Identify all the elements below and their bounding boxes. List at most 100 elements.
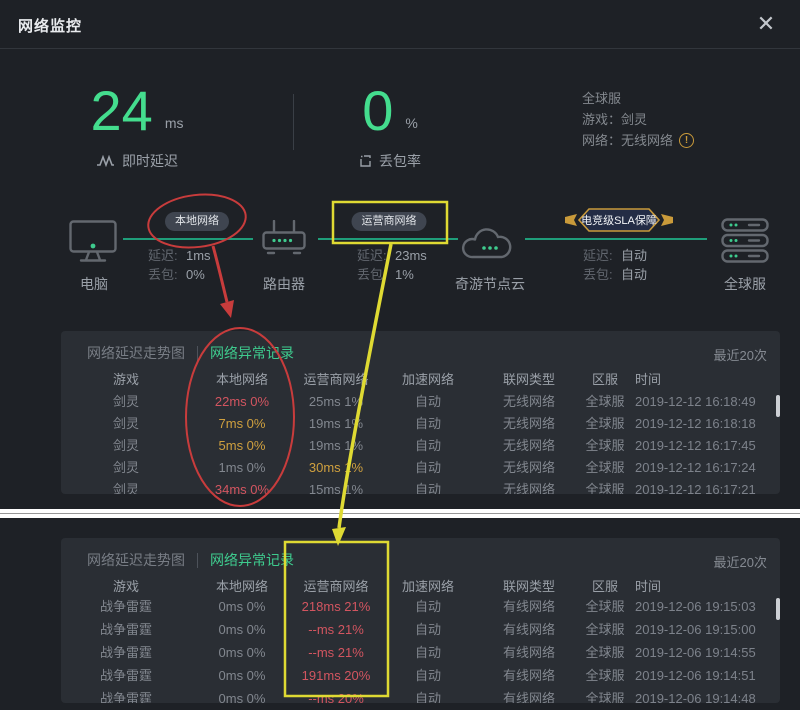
latency-unit: ms (164, 115, 184, 131)
server-icon (721, 218, 769, 263)
cell-net: 无线网络 (502, 416, 555, 431)
cell-game: 战争雷霆 (99, 668, 152, 683)
local-network-tag: 本地网络 (165, 212, 229, 231)
cell-net: 有线网络 (502, 691, 555, 703)
col-connection-type: 联网类型 (502, 372, 555, 387)
loss-unit: % (405, 115, 418, 131)
cell-region: 全球服 (585, 622, 625, 637)
scrollbar-thumb[interactable] (776, 395, 780, 417)
cell-local: 0ms 0% (218, 645, 266, 660)
cell-isp: 19ms 1% (308, 416, 364, 431)
col-time: 时间 (635, 372, 662, 387)
tab-latency-trend[interactable]: 网络延迟走势图 (87, 345, 185, 361)
latency-label: 延迟: (583, 248, 613, 263)
screenshot-stitch-divider (0, 509, 800, 518)
loss-value: 0% (186, 267, 205, 282)
table-row: 战争雷霆 0ms 0% 191ms 20% 自动 有线网络 全球服 2019-1… (61, 664, 780, 687)
tab-separator (197, 552, 198, 568)
loss-value: 自动 (621, 267, 648, 282)
session-info: 全球服 游戏：剑灵 网络：无线网络 ! (582, 88, 695, 151)
cell-local: 7ms 0% (218, 416, 266, 431)
table-row: 剑灵 34ms 0% 15ms 1% 自动 无线网络 全球服 2019-12-1… (61, 479, 780, 494)
table-row: 剑灵 1ms 0% 30ms 1% 自动 无线网络 全球服 2019-12-12… (61, 457, 780, 479)
cell-region: 全球服 (585, 460, 625, 475)
scrollbar-thumb[interactable] (776, 598, 780, 620)
cell-accel: 自动 (414, 438, 441, 453)
loss-value: 1% (395, 267, 414, 282)
session-region: 全球服 (582, 91, 622, 106)
cell-game: 剑灵 (112, 438, 139, 453)
latency-label: 延迟: (148, 248, 178, 263)
cell-net: 无线网络 (502, 438, 555, 453)
link-line-sla (525, 238, 707, 240)
table-body: 剑灵 22ms 0% 25ms 1% 自动 无线网络 全球服 2019-12-1… (61, 391, 780, 494)
local-link-stats: 延迟: 1ms 丢包: 0% (148, 246, 211, 284)
close-icon[interactable]: ✕ (756, 11, 776, 36)
session-game: 游戏：剑灵 (582, 112, 648, 127)
isp-network-tag: 运营商网络 (351, 212, 427, 231)
warning-icon: ! (679, 133, 695, 148)
cell-accel: 自动 (414, 599, 441, 614)
cloud-icon (461, 228, 512, 259)
cell-local: 1ms 0% (218, 460, 266, 475)
table-body: 战争雷霆 0ms 0% 218ms 21% 自动 有线网络 全球服 2019-1… (61, 595, 780, 703)
col-accel-network: 加速网络 (401, 372, 454, 387)
cell-accel: 自动 (414, 482, 441, 494)
cell-game: 剑灵 (112, 482, 139, 494)
waveform-icon (97, 155, 114, 167)
tab-anomaly-records[interactable]: 网络异常记录 (210, 345, 294, 361)
cell-time: 2019-12-06 19:14:55 (635, 645, 756, 660)
sla-badge: 电竞级SLA保障 (565, 208, 673, 232)
cell-local: 0ms 0% (218, 622, 266, 637)
tab-latency-trend[interactable]: 网络延迟走势图 (87, 552, 185, 568)
col-local-network: 本地网络 (215, 372, 268, 387)
tab-anomaly-records[interactable]: 网络异常记录 (210, 552, 294, 568)
metric-separator (293, 94, 294, 150)
col-game: 游戏 (112, 372, 139, 387)
cell-time: 2019-12-06 19:15:03 (635, 599, 756, 614)
col-isp-network: 运营商网络 (303, 372, 369, 387)
link-line-isp (318, 238, 458, 240)
cell-accel: 自动 (414, 460, 441, 475)
cell-isp: 15ms 1% (308, 482, 364, 494)
col-region: 区服 (591, 579, 618, 594)
recent-count-label: 最近20次 (713, 555, 767, 570)
table-row: 剑灵 7ms 0% 19ms 1% 自动 无线网络 全球服 2019-12-12… (61, 413, 780, 435)
cell-accel: 自动 (414, 622, 441, 637)
cell-net: 有线网络 (502, 599, 555, 614)
table-header: 游戏 本地网络 运营商网络 加速网络 联网类型 区服 时间 (61, 369, 780, 388)
col-region: 区服 (591, 372, 618, 387)
isp-link-stats: 延迟: 23ms 丢包: 1% (357, 246, 427, 284)
latency-value: 1ms (186, 248, 211, 263)
col-time: 时间 (635, 579, 662, 594)
latency-label: 延迟: (357, 248, 387, 263)
records-panel-2: 网络延迟走势图 网络异常记录 最近20次 游戏 本地网络 运营商网络 加速网络 … (61, 538, 780, 703)
cell-time: 2019-12-12 16:18:18 (635, 416, 756, 431)
cell-net: 有线网络 (502, 622, 555, 637)
window-title: 网络监控 (18, 18, 83, 35)
cell-isp: 30ms 1% (308, 460, 364, 475)
session-network: 网络：无线网络 (582, 133, 674, 148)
col-local-network: 本地网络 (215, 579, 268, 594)
cell-game: 战争雷霆 (99, 622, 152, 637)
cell-game: 战争雷霆 (99, 599, 152, 614)
cell-local: 0ms 0% (218, 691, 266, 703)
cell-time: 2019-12-12 16:18:49 (635, 394, 756, 409)
loss-label: 丢包: (148, 267, 178, 282)
col-accel-network: 加速网络 (401, 579, 454, 594)
node-label-cloud: 奇游节点云 (455, 276, 525, 292)
node-label-router: 路由器 (263, 276, 305, 292)
cell-region: 全球服 (585, 394, 625, 409)
cell-game: 战争雷霆 (99, 645, 152, 660)
table-row: 剑灵 22ms 0% 25ms 1% 自动 无线网络 全球服 2019-12-1… (61, 391, 780, 413)
cell-region: 全球服 (585, 645, 625, 660)
latency-metric: 24 ms 即时延迟 (62, 83, 212, 171)
cell-isp: 19ms 1% (308, 438, 364, 453)
cell-accel: 自动 (414, 645, 441, 660)
latency-value: 23ms (395, 248, 427, 263)
router-icon (262, 220, 306, 255)
cell-isp: 218ms 21% (301, 599, 371, 614)
cell-net: 无线网络 (502, 460, 555, 475)
cell-region: 全球服 (585, 691, 625, 703)
cell-local: 5ms 0% (218, 438, 266, 453)
